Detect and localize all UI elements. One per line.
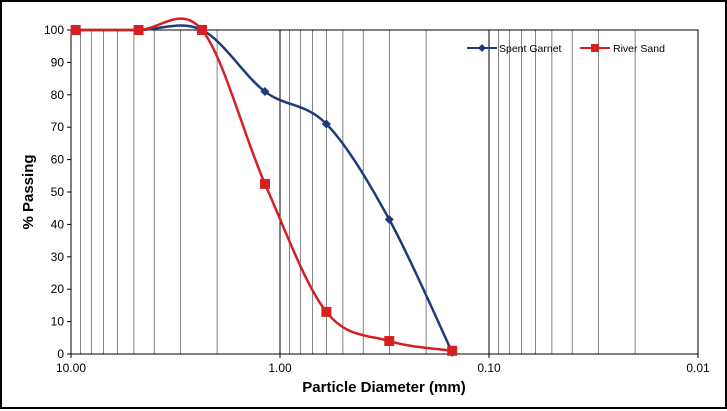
- data-point-spent-garnet: [260, 87, 270, 97]
- series-layer: [70, 17, 458, 357]
- data-point-river-sand: [70, 25, 81, 35]
- y-tick-label: 60: [51, 153, 65, 167]
- x-tick-label: 1.00: [268, 361, 292, 375]
- data-point-river-sand: [133, 25, 144, 35]
- y-axis-title: % Passing: [20, 154, 37, 229]
- x-tick-label: 0.10: [477, 361, 501, 375]
- y-tick-label: 50: [51, 185, 65, 199]
- legend: Spent Garnet River Sand: [467, 43, 665, 55]
- x-tick-label: 10.00: [56, 361, 86, 375]
- series-line-spent-garnet: [75, 24, 454, 353]
- data-point-river-sand: [447, 345, 458, 356]
- y-tick-label: 20: [51, 282, 65, 296]
- y-tick-label: 80: [51, 88, 65, 102]
- y-tick-label: 40: [51, 217, 65, 231]
- x-axis-title: Particle Diameter (mm): [302, 379, 465, 396]
- y-axis-ticks: 0 10 20 30 40 50 60 70 80 90 100: [44, 23, 71, 361]
- y-tick-label: 0: [57, 347, 64, 361]
- data-point-river-sand: [384, 336, 395, 347]
- y-tick-label: 10: [51, 315, 65, 329]
- data-point-river-sand: [259, 178, 270, 189]
- y-tick-label: 100: [44, 23, 64, 37]
- data-point-spent-garnet: [321, 119, 331, 129]
- y-tick-label: 30: [51, 250, 65, 264]
- legend-label-spent-garnet: Spent Garnet: [499, 43, 562, 55]
- data-point-spent-garnet: [384, 215, 394, 225]
- legend-marker-river-sand: [591, 44, 599, 52]
- grid: [80, 30, 636, 354]
- y-tick-label: 70: [51, 120, 65, 134]
- data-point-river-sand: [321, 306, 332, 317]
- data-point-river-sand: [197, 25, 208, 35]
- x-tick-label: 0.01: [686, 361, 710, 375]
- y-tick-label: 90: [51, 55, 65, 69]
- legend-marker-spent-garnet: [478, 44, 486, 52]
- x-axis-ticks: 10.00 1.00 0.10 0.01: [56, 354, 710, 375]
- legend-label-river-sand: River Sand: [613, 43, 665, 55]
- plot-area: [70, 29, 699, 355]
